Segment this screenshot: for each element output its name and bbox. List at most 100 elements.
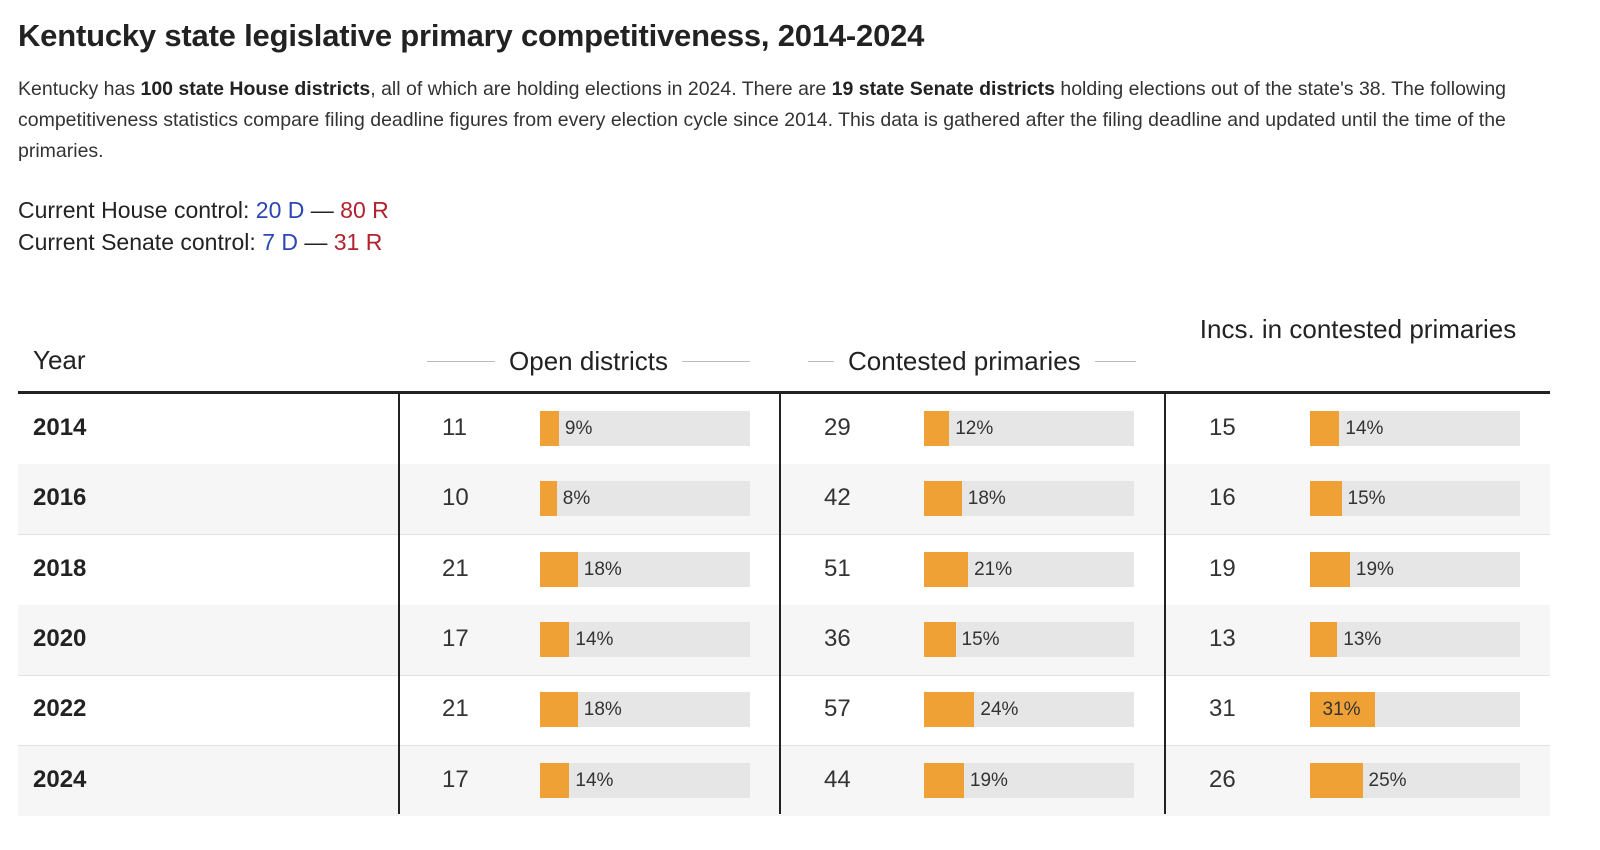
incs-bar xyxy=(1310,762,1363,798)
incs-bar-track: 25% xyxy=(1310,762,1520,798)
table-row: 2016 10 8% 42 18% 16 15% xyxy=(18,464,1550,535)
open-count: 17 xyxy=(442,765,469,793)
open-bar-track: 9% xyxy=(540,411,750,446)
column-header-contested-primaries: Contested primaries xyxy=(808,344,1136,378)
incs-bar-track: 15% xyxy=(1310,481,1520,517)
row-divider xyxy=(18,534,1550,536)
table-row: 2024 17 14% 44 19% 26 25% xyxy=(18,745,1550,816)
senate-dem-count: 7 D xyxy=(262,229,298,255)
incs-bar xyxy=(1310,621,1338,657)
column-divider xyxy=(779,394,781,814)
open-pct-label: 18% xyxy=(583,558,622,580)
open-bar xyxy=(540,481,557,517)
senate-control: Current Senate control: 7 D — 31 R xyxy=(18,229,382,256)
house-dem-count: 20 D xyxy=(255,197,305,223)
incs-pct-label: 25% xyxy=(1368,769,1407,791)
header-rule xyxy=(427,360,496,362)
open-count: 10 xyxy=(442,484,469,512)
senate-control-label: Current Senate control: xyxy=(18,229,263,255)
incs-bar xyxy=(1310,692,1376,728)
incs-pct-label: 13% xyxy=(1343,628,1382,650)
open-pct-label: 9% xyxy=(564,418,593,439)
contested-count: 42 xyxy=(824,484,851,512)
open-count: 21 xyxy=(442,554,469,582)
contested-bar xyxy=(924,551,969,587)
contested-bar xyxy=(924,621,956,657)
open-pct-label: 14% xyxy=(575,769,614,791)
description-text: holding elections out of the state's 38.… xyxy=(18,78,1507,162)
description-text: , all of which are holding elections in … xyxy=(370,78,832,100)
contested-bar xyxy=(924,762,964,798)
open-bar-track: 18% xyxy=(540,551,750,587)
contested-bar-track: 24% xyxy=(924,692,1134,728)
open-bar-track: 14% xyxy=(540,621,750,657)
open-count: 11 xyxy=(442,414,467,441)
incs-bar-track: 14% xyxy=(1310,411,1520,446)
open-pct-label: 18% xyxy=(583,699,622,721)
table-header-rule xyxy=(18,391,1550,394)
contested-pct-label: 19% xyxy=(969,769,1008,791)
table-row: 2022 21 18% 57 24% 31 31% xyxy=(18,675,1550,745)
column-divider xyxy=(398,394,400,814)
row-year: 2018 xyxy=(33,554,87,582)
incs-pct-label: 31% xyxy=(1322,699,1361,721)
column-divider xyxy=(1164,394,1166,814)
contested-bar xyxy=(924,692,975,728)
incs-bar-track: 19% xyxy=(1310,551,1520,587)
open-pct-label: 14% xyxy=(575,628,614,650)
senate-separator: — xyxy=(297,229,334,255)
contested-bar-track: 15% xyxy=(924,621,1134,657)
open-bar xyxy=(540,621,570,657)
column-header-contested-label: Contested primaries xyxy=(848,345,1081,376)
contested-pct-label: 18% xyxy=(967,488,1006,510)
open-bar xyxy=(540,411,559,446)
house-control-label: Current House control: xyxy=(18,197,256,223)
open-pct-label: 8% xyxy=(562,488,591,510)
contested-count: 44 xyxy=(824,765,851,793)
table-row: 2020 17 14% 36 15% 13 13% xyxy=(18,604,1550,675)
header-rule xyxy=(808,360,834,362)
open-bar-track: 14% xyxy=(540,762,750,798)
open-bar xyxy=(540,762,570,798)
contested-count: 57 xyxy=(824,695,851,723)
senate-rep-count: 31 R xyxy=(333,229,383,255)
contested-bar-track: 12% xyxy=(924,411,1134,446)
incs-count: 19 xyxy=(1209,554,1236,582)
column-header-incs-contested: Incs. in contested primaries xyxy=(1199,314,1517,344)
house-rep-count: 80 R xyxy=(340,197,389,223)
incs-bar xyxy=(1310,481,1342,517)
contested-count: 36 xyxy=(824,624,851,652)
row-year: 2014 xyxy=(33,414,87,441)
page-title: Kentucky state legislative primary compe… xyxy=(18,18,925,53)
contested-pct-label: 15% xyxy=(961,628,1000,650)
contested-pct-label: 24% xyxy=(980,699,1019,721)
open-bar-track: 18% xyxy=(540,692,750,728)
description-text: Kentucky has xyxy=(18,78,141,100)
open-bar-track: 8% xyxy=(540,481,750,517)
incs-count: 16 xyxy=(1209,484,1236,512)
house-control: Current House control: 20 D — 80 R xyxy=(18,197,389,224)
incs-count: 13 xyxy=(1209,624,1236,652)
contested-count: 51 xyxy=(824,554,851,582)
contested-pct-label: 12% xyxy=(955,418,994,439)
incs-bar xyxy=(1310,411,1340,446)
contested-bar-track: 19% xyxy=(924,762,1134,798)
incs-pct-label: 14% xyxy=(1345,418,1384,439)
row-year: 2024 xyxy=(33,765,87,793)
open-count: 21 xyxy=(442,695,469,723)
incs-count: 15 xyxy=(1209,414,1236,441)
header-rule xyxy=(1094,360,1136,362)
description-house-count: 100 state House districts xyxy=(140,78,371,100)
row-divider xyxy=(18,674,1550,676)
contested-pct-label: 21% xyxy=(974,558,1013,580)
contested-bar xyxy=(924,411,950,446)
contested-bar xyxy=(924,481,962,517)
incs-bar-track: 13% xyxy=(1310,621,1520,657)
column-header-year: Year xyxy=(33,345,86,375)
row-year: 2022 xyxy=(33,695,87,723)
table-row: 2018 21 18% 51 21% 19 19% xyxy=(18,535,1550,605)
row-year: 2020 xyxy=(33,624,87,652)
contested-bar-track: 21% xyxy=(924,551,1134,587)
incs-pct-label: 19% xyxy=(1355,558,1394,580)
open-bar xyxy=(540,692,578,728)
